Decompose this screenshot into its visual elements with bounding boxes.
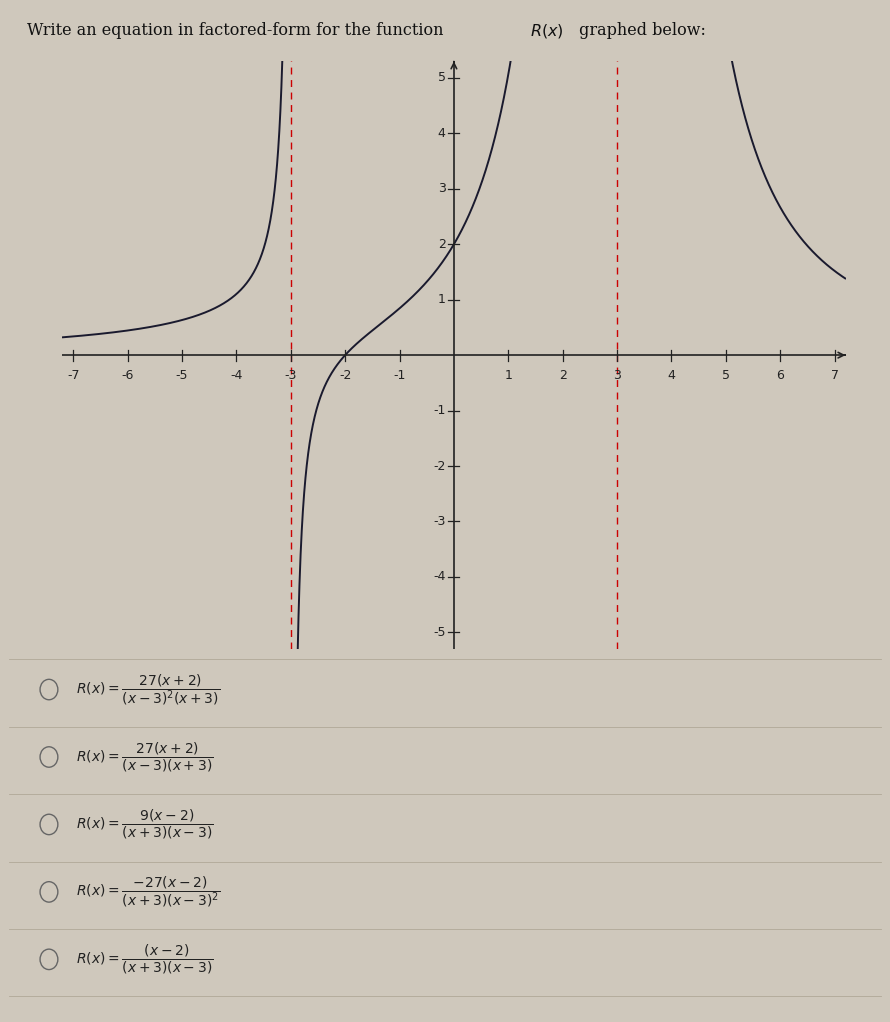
Text: 7: 7 — [830, 369, 838, 382]
Text: 2: 2 — [438, 238, 446, 250]
Text: 3: 3 — [613, 369, 621, 382]
Text: -4: -4 — [231, 369, 243, 382]
Text: -4: -4 — [433, 570, 446, 584]
Text: Write an equation in factored-form for the function: Write an equation in factored-form for t… — [27, 22, 449, 40]
Text: -2: -2 — [339, 369, 352, 382]
Text: 6: 6 — [776, 369, 784, 382]
Text: 4: 4 — [668, 369, 676, 382]
Text: 2: 2 — [559, 369, 567, 382]
Text: 4: 4 — [438, 127, 446, 140]
Text: $R(x) = \dfrac{27(x+2)}{(x-3)^2(x+3)}$: $R(x) = \dfrac{27(x+2)}{(x-3)^2(x+3)}$ — [76, 672, 220, 707]
Text: -5: -5 — [433, 625, 446, 639]
Text: 3: 3 — [438, 182, 446, 195]
Text: -1: -1 — [393, 369, 406, 382]
Text: -7: -7 — [67, 369, 79, 382]
Text: $R(x) = \dfrac{-27(x-2)}{(x+3)(x-3)^2}$: $R(x) = \dfrac{-27(x-2)}{(x+3)(x-3)^2}$ — [76, 875, 220, 910]
Text: 1: 1 — [505, 369, 513, 382]
Text: -1: -1 — [433, 404, 446, 417]
Text: 1: 1 — [438, 293, 446, 307]
Text: -5: -5 — [175, 369, 188, 382]
Text: $R(x)$: $R(x)$ — [530, 22, 563, 41]
Text: $R(x) = \dfrac{(x-2)}{(x+3)(x-3)}$: $R(x) = \dfrac{(x-2)}{(x+3)(x-3)}$ — [76, 942, 213, 976]
Text: 5: 5 — [438, 72, 446, 85]
Text: -3: -3 — [285, 369, 297, 382]
Text: $R(x) = \dfrac{27(x+2)}{(x-3)(x+3)}$: $R(x) = \dfrac{27(x+2)}{(x-3)(x+3)}$ — [76, 740, 213, 774]
Text: -2: -2 — [433, 460, 446, 472]
Text: -3: -3 — [433, 515, 446, 528]
Text: 5: 5 — [722, 369, 730, 382]
Text: $R(x) = \dfrac{9(x-2)}{(x+3)(x-3)}$: $R(x) = \dfrac{9(x-2)}{(x+3)(x-3)}$ — [76, 807, 213, 841]
Text: -6: -6 — [121, 369, 134, 382]
Text: graphed below:: graphed below: — [574, 22, 706, 40]
